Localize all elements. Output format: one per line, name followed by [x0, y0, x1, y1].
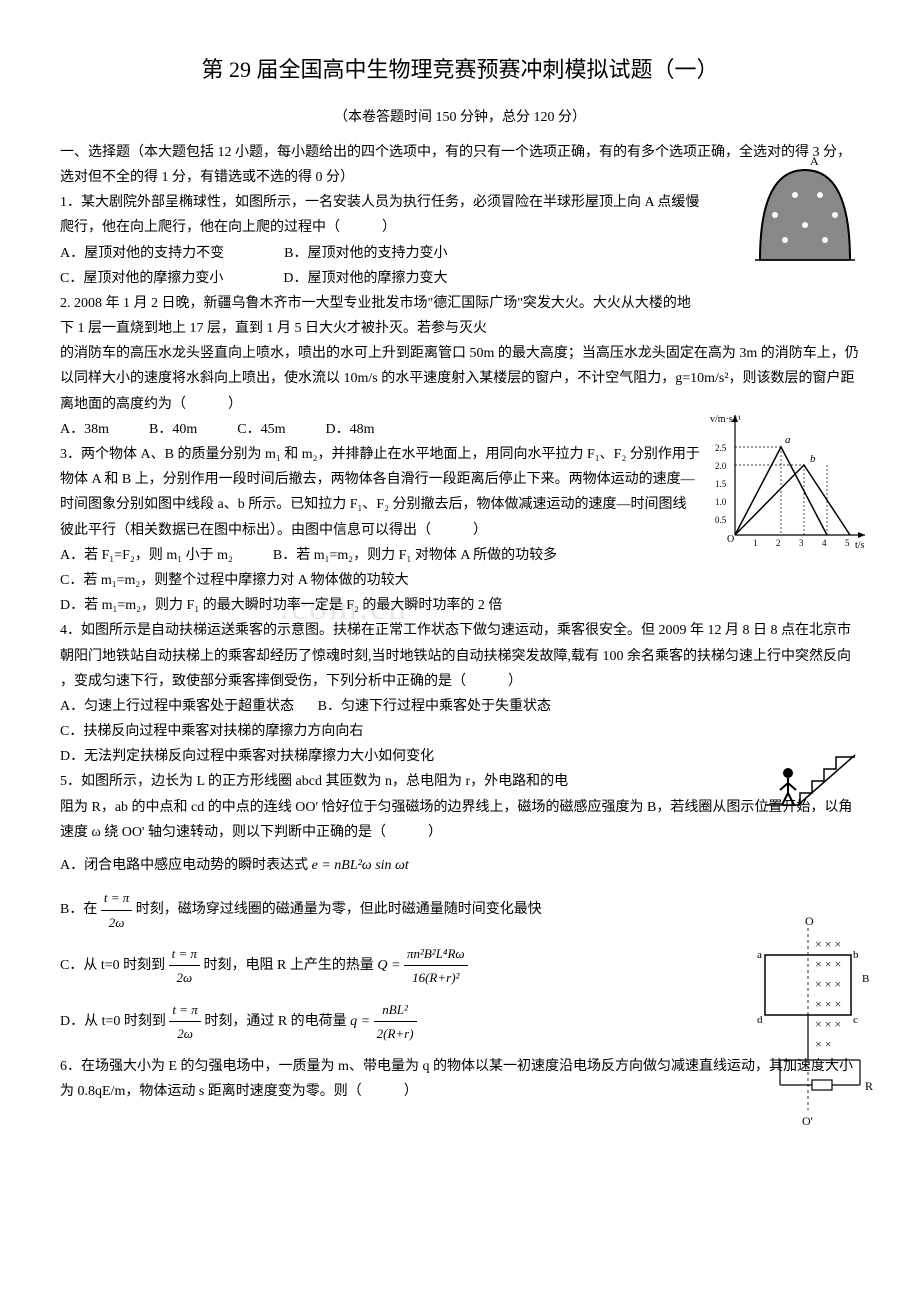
q5-opt-a-formula: e = nBL²ω sin ωt	[312, 858, 409, 873]
svg-text:5: 5	[845, 538, 850, 548]
svg-text:4: 4	[822, 538, 827, 548]
velocity-time-graph: v/m·s⁻¹ t/s O 0.5 1.0 1.5 2.0 2.5 1 2 3 …	[710, 410, 870, 555]
q2-opt-a: A．38m	[60, 417, 109, 442]
coil-circuit-figure: O O' × × × × × × × × × × × × × × × × × a…	[720, 910, 875, 1135]
svg-text:1: 1	[753, 538, 758, 548]
y-axis-label: v/m·s⁻¹	[710, 414, 741, 425]
escalator-figure	[760, 725, 860, 810]
q3-text: 3．两个物体 A、B 的质量分别为 m₁ 和 m₂，并排静止在水平地面上，用同向…	[60, 442, 700, 543]
q5-opt-b-prefix: B．在	[60, 902, 97, 917]
fraction-icon: t = π2ω	[101, 886, 132, 934]
q5-opt-d-prefix: D．从 t=0 时刻到	[60, 1014, 166, 1029]
q1-opt-b: B．屋顶对他的支持力变小	[284, 241, 447, 266]
q5-opt-c-prefix: C．从 t=0 时刻到	[60, 958, 165, 973]
q2-text1: 2. 2008 年 1 月 2 日晚，新疆乌鲁木齐市一大型专业批发市场"德汇国际…	[60, 291, 700, 341]
q3-opt-d: D．若 m₁=m₂，则力 F₁ 的最大瞬时功率一定是 F₂ 的最大瞬时功率的 2…	[60, 593, 860, 618]
svg-text:2.5: 2.5	[715, 443, 727, 453]
q2-opt-d: D．48m	[325, 417, 374, 442]
q5-opt-d-mid: 时刻，通过 R 的电荷量	[204, 1014, 346, 1029]
dome-figure: A	[750, 150, 860, 270]
question-1: 1．某大剧院外部呈椭球性，如图所示，一名安装人员为执行任务，必须冒险在半球形屋顶…	[60, 190, 860, 291]
q5-text2: 阻为 R，ab 的中点和 cd 的中点的连线 OO' 恰好位于匀强磁场的边界线上…	[60, 795, 860, 845]
x-axis-label: t/s	[855, 540, 865, 551]
fraction-icon: t = π2ω	[169, 998, 200, 1046]
q3-opt-c: C．若 m₁=m₂，则整个过程中摩擦力对 A 物体做的功较大	[60, 568, 860, 593]
section-header: 一、选择题（本大题包括 12 小题，每小题给出的四个选项中，有的只有一个选项正确…	[60, 140, 860, 190]
svg-text:O: O	[805, 914, 814, 928]
svg-text:2.0: 2.0	[715, 461, 727, 471]
q2-opt-c: C．45m	[237, 417, 285, 442]
fraction-icon: πn²B²L⁴Rω16(R+r)²	[404, 942, 468, 990]
svg-text:a: a	[757, 949, 762, 961]
q3-opt-a: A．若 F₁=F₂，则 m₁ 小于 m₂	[60, 543, 233, 568]
formula-q: Q =	[377, 958, 404, 973]
formula-q: q =	[350, 1014, 373, 1029]
svg-text:× × ×: × × ×	[815, 1017, 841, 1031]
svg-text:d: d	[757, 1014, 763, 1026]
q3-opt-b: B．若 m₁=m₂，则力 F₁ 对物体 A 所做的功较多	[273, 543, 557, 568]
q5-opt-a-prefix: A．闭合电路中感应电动势的瞬时表达式	[60, 858, 308, 873]
q5-opt-c-mid: 时刻，电阻 R 上产生的热量	[204, 958, 374, 973]
question-4: 4．如图所示是自动扶梯运送乘客的示意图。扶梯在正常工作状态下做匀速运动，乘客很安…	[60, 618, 860, 769]
svg-text:1.5: 1.5	[715, 479, 727, 489]
q1-opt-d: D．屋顶对他的摩擦力变大	[283, 266, 447, 291]
q4-opt-d: D．无法判定扶梯反向过程中乘客对扶梯摩擦力大小如何变化	[60, 744, 700, 769]
svg-text:2: 2	[776, 538, 781, 548]
svg-text:b: b	[853, 949, 859, 961]
q1-opt-a: A．屋顶对他的支持力不变	[60, 241, 224, 266]
q1-text: 1．某大剧院外部呈椭球性，如图所示，一名安装人员为执行任务，必须冒险在半球形屋顶…	[60, 190, 700, 240]
q5-opt-b-suffix: 时刻，磁场穿过线圈的磁通量为零，但此时磁通量随时间变化最快	[136, 902, 542, 917]
svg-text:b: b	[810, 453, 816, 465]
q4-text: 4．如图所示是自动扶梯运送乘客的示意图。扶梯在正常工作状态下做匀速运动，乘客很安…	[60, 618, 860, 694]
svg-text:O: O	[727, 534, 734, 545]
q5-text1: 5．如图所示，边长为 L 的正方形线圈 abcd 其匝数为 n，总电阻为 r，外…	[60, 769, 700, 794]
svg-text:× × ×: × × ×	[815, 977, 841, 991]
fraction-icon: nBL²2(R+r)	[374, 998, 417, 1046]
q2-text2: 的消防车的高压水龙头竖直向上喷水，喷出的水可上升到距离管口 50m 的最大高度；…	[60, 341, 860, 417]
svg-text:× ×: × ×	[815, 1037, 832, 1051]
svg-text:B: B	[862, 973, 869, 985]
page-title: 第 29 届全国高中生物理竞赛预赛冲刺模拟试题（一）	[60, 50, 860, 90]
fraction-icon: t = π2ω	[169, 942, 200, 990]
svg-text:× × ×: × × ×	[815, 957, 841, 971]
q4-opt-c: C．扶梯反向过程中乘客对扶梯的摩擦力方向向右	[60, 719, 700, 744]
svg-text:R: R	[865, 1079, 873, 1093]
svg-text:c: c	[853, 1014, 858, 1026]
q1-opt-c: C．屋顶对他的摩擦力变小	[60, 266, 223, 291]
svg-text:× × ×: × × ×	[815, 997, 841, 1011]
svg-text:O': O'	[802, 1114, 813, 1128]
svg-text:3: 3	[799, 538, 804, 548]
svg-text:A: A	[810, 154, 819, 168]
subtitle: （本卷答题时间 150 分钟，总分 120 分）	[60, 105, 860, 130]
q2-opt-b: B．40m	[149, 417, 197, 442]
svg-text:a: a	[785, 434, 791, 446]
svg-text:× × ×: × × ×	[815, 937, 841, 951]
q4-opt-a: A．匀速上行过程中乘客处于超重状态	[60, 699, 294, 714]
svg-text:0.5: 0.5	[715, 515, 727, 525]
q4-opt-b: B．匀速下行过程中乘客处于失重状态	[318, 699, 551, 714]
svg-text:1.0: 1.0	[715, 497, 727, 507]
